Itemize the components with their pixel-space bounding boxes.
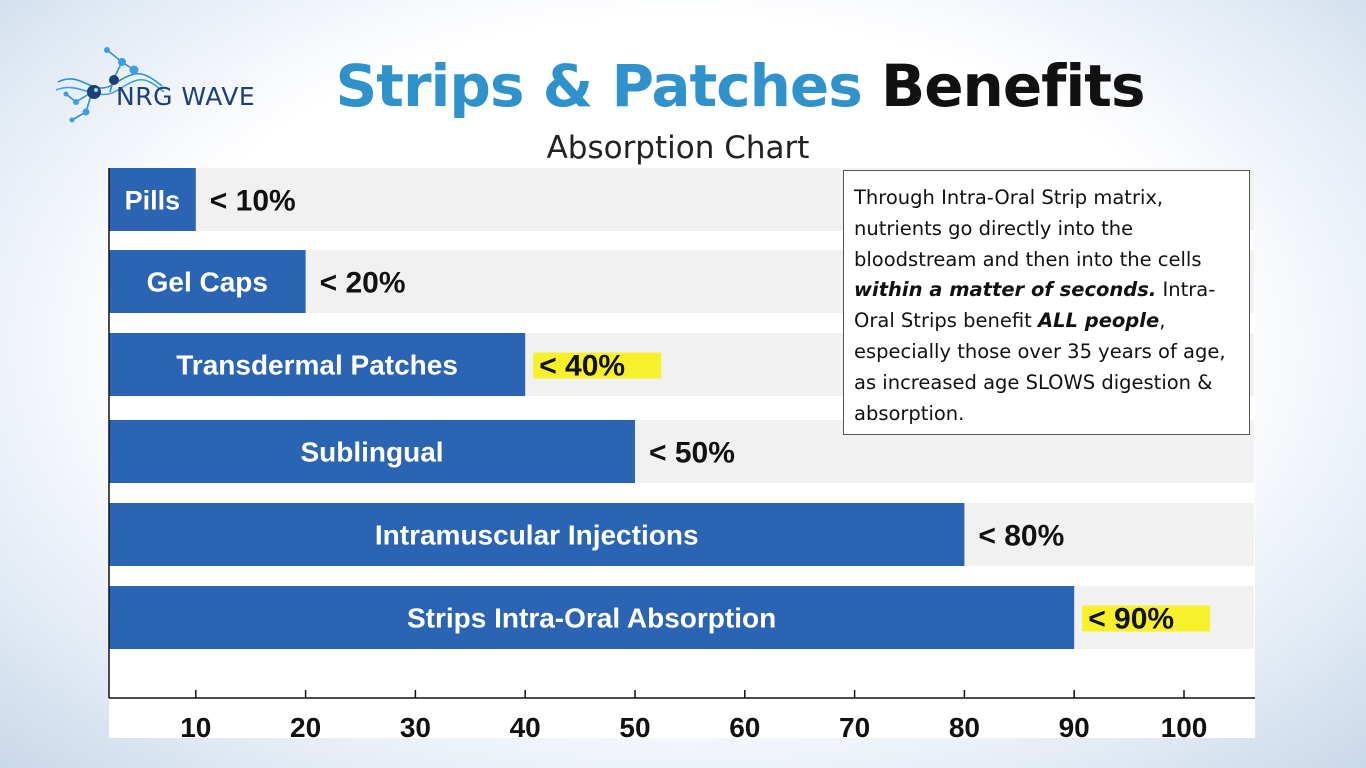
x-tick-label: 60 <box>729 712 760 743</box>
x-tick-label: 90 <box>1059 712 1090 743</box>
logo-text: NRG WAVE <box>116 82 256 111</box>
x-tick-label: 40 <box>510 712 541 743</box>
page-title: Strips & Patches Benefits <box>0 52 1366 120</box>
note-text-3: , especially those over 35 years of age,… <box>854 309 1226 425</box>
value-highlight <box>533 352 662 379</box>
bar-category-label: Pills <box>125 186 181 216</box>
note-text-2: Intra-Oral Strips benefit <box>854 278 1216 333</box>
note-emphasis-2: ALL people <box>1038 309 1160 333</box>
note-text-1: Through Intra-Oral Strip matrix, nutrien… <box>854 186 1202 271</box>
bar <box>109 586 1075 649</box>
bar <box>109 250 306 313</box>
title-rest: Benefits <box>881 52 1146 120</box>
logo-molecule-icon <box>55 47 165 123</box>
title-highlight: Strips & Patches <box>335 52 862 120</box>
bar-category-label: Sublingual <box>300 437 443 468</box>
x-tick-label: 20 <box>290 712 321 743</box>
bar <box>109 168 196 231</box>
x-tick-label: 80 <box>949 712 980 743</box>
x-tick-label: 50 <box>619 712 650 743</box>
x-tick-label: 30 <box>400 712 431 743</box>
bar-category-label: Strips Intra-Oral Absorption <box>407 603 776 634</box>
bar-category-label: Intramuscular Injections <box>375 520 699 551</box>
bar-value-label: < 90% <box>1088 603 1174 636</box>
value-highlight <box>1082 605 1211 632</box>
note-emphasis-1: within a matter of seconds. <box>854 278 1157 302</box>
bar-category-label: Gel Caps <box>147 267 268 298</box>
x-tick-label: 10 <box>180 712 211 743</box>
info-note-box: Through Intra-Oral Strip matrix, nutrien… <box>843 170 1250 435</box>
chart-subtitle: Absorption Chart <box>546 130 810 166</box>
bar-value-label: < 50% <box>649 437 735 470</box>
bar <box>109 420 635 483</box>
x-tick-label: 70 <box>839 712 870 743</box>
x-tick-label: 100 <box>1161 712 1208 743</box>
bar-value-label: < 80% <box>978 520 1064 553</box>
bar-value-label: < 20% <box>320 267 406 300</box>
bar-category-label: Transdermal Patches <box>176 350 458 381</box>
bar <box>109 333 526 396</box>
bar-value-label: < 40% <box>539 350 625 383</box>
bar <box>109 503 965 566</box>
bar-value-label: < 10% <box>210 185 296 218</box>
